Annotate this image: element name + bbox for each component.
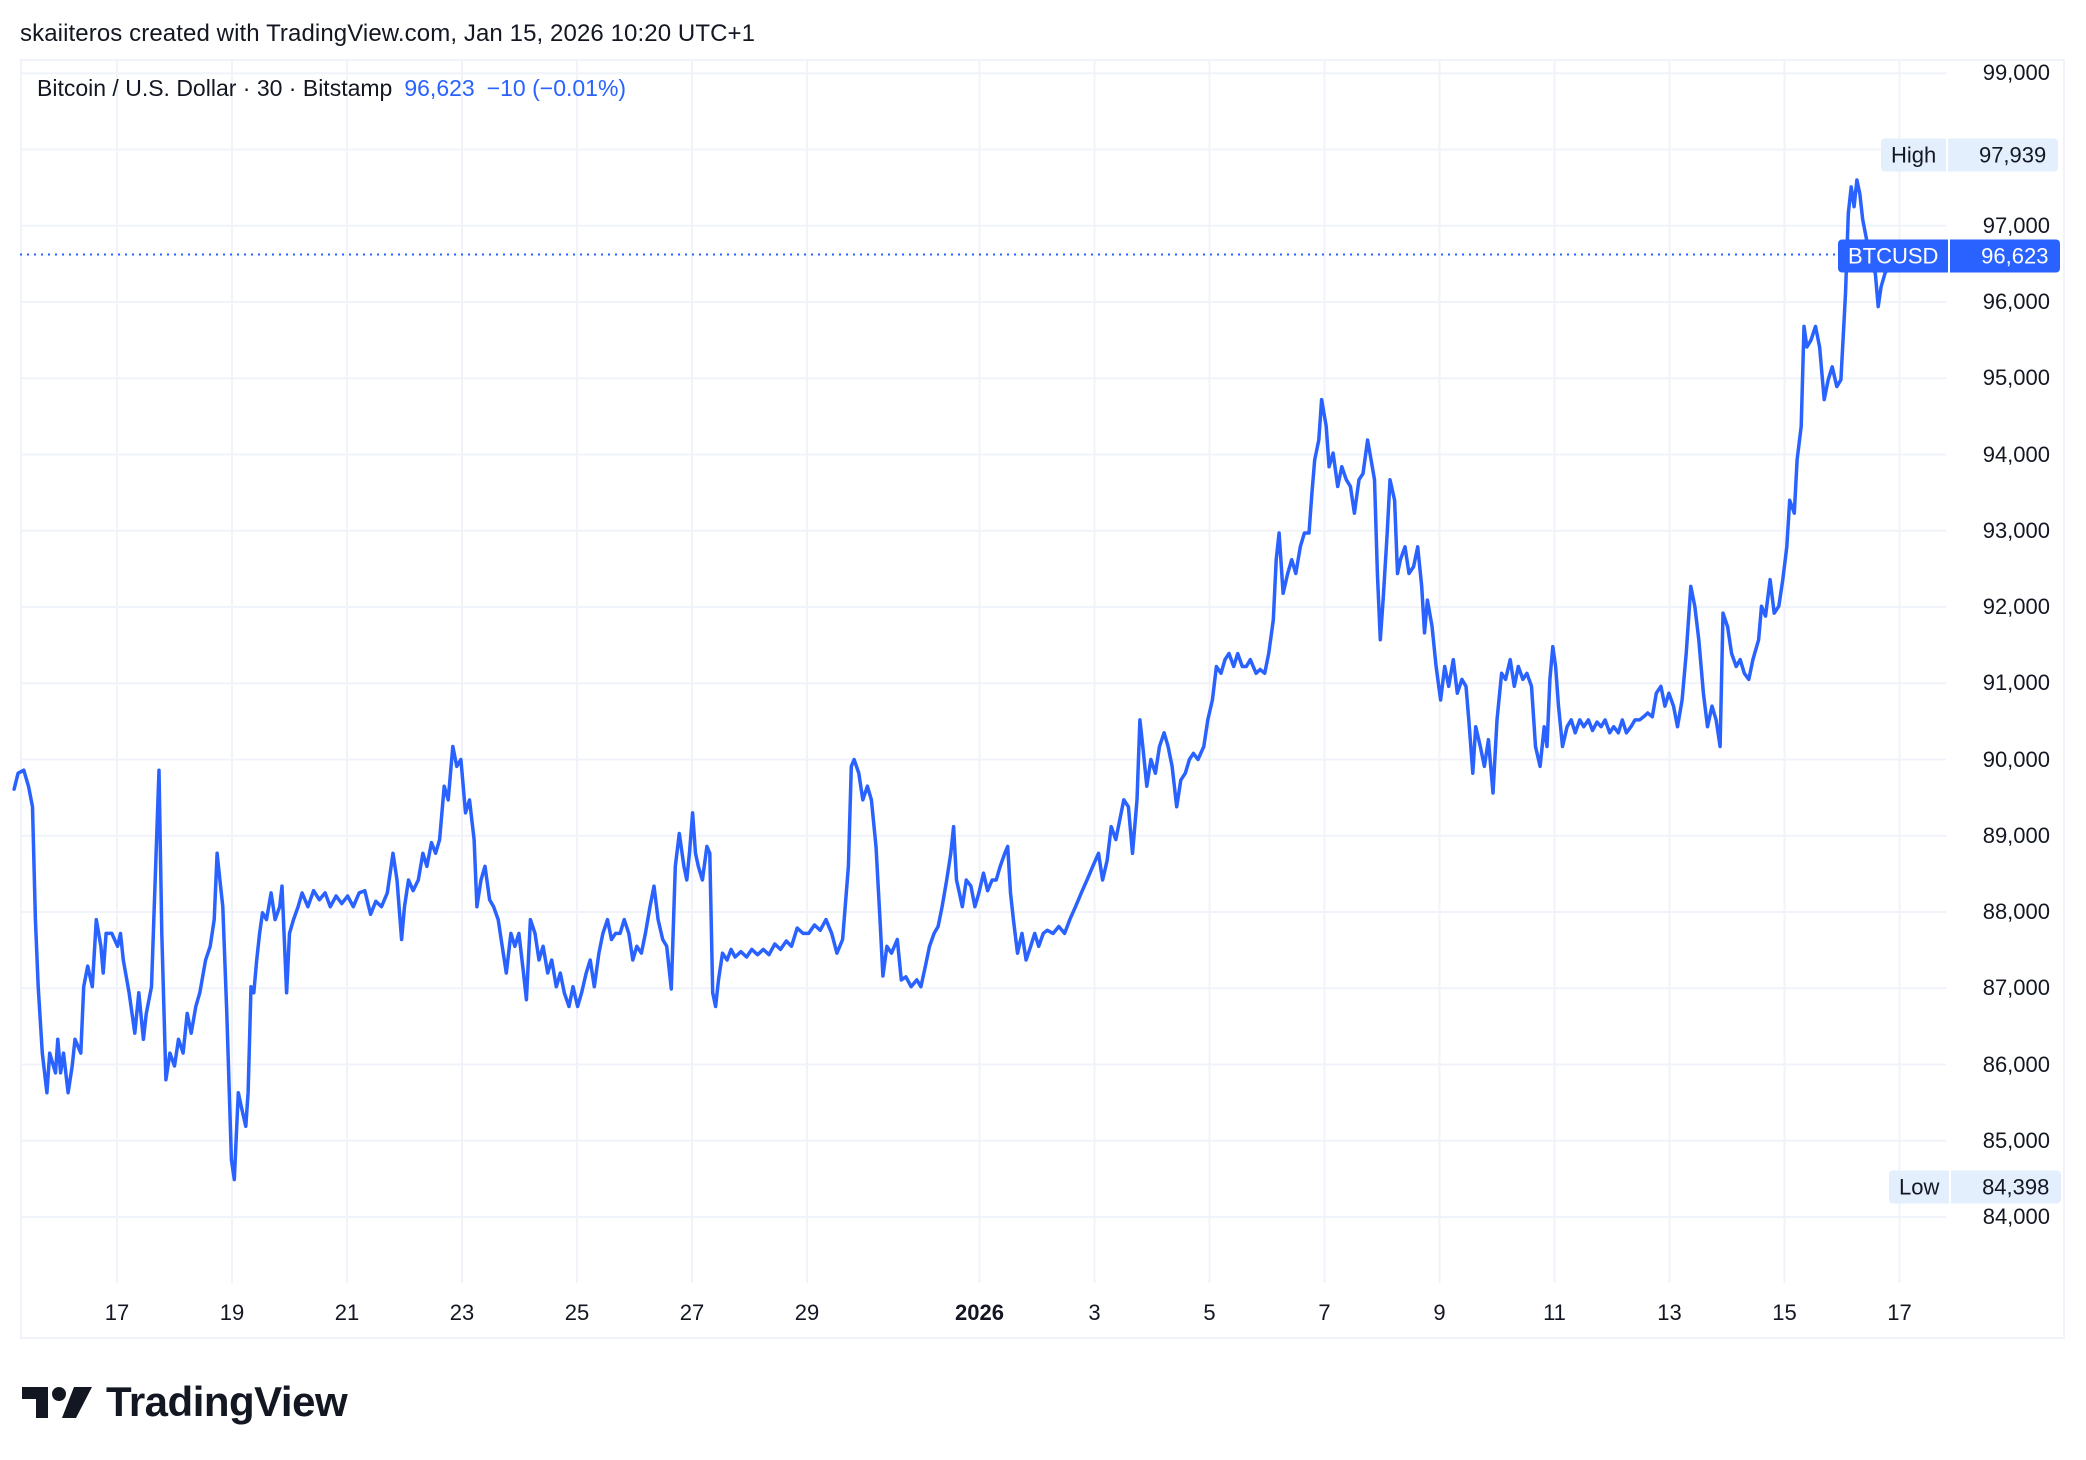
- time-tick-label: 15: [1772, 1300, 1797, 1325]
- time-tick-label: 17: [1887, 1300, 1912, 1325]
- tradingview-mark-icon: [22, 1387, 92, 1418]
- time-tick-label: 2026: [955, 1300, 1004, 1325]
- time-tick-label: 19: [219, 1300, 245, 1325]
- tradingview-logo[interactable]: TradingView: [22, 1378, 348, 1426]
- time-tick-label: 7: [1318, 1300, 1331, 1325]
- price-tick-label: 94,000: [1982, 441, 2050, 467]
- chart-frame[interactable]: [20, 59, 2065, 1339]
- symbol-description: Bitcoin / U.S. Dollar · 30 · Bitstamp: [37, 75, 393, 101]
- high-price-tag: High 97,939: [1881, 138, 2059, 172]
- low-tag-label: Low: [1889, 1170, 1950, 1204]
- chart-legend: Bitcoin / U.S. Dollar · 30 · Bitstamp 96…: [37, 75, 626, 102]
- price-tick-label: 99,000: [1982, 60, 2050, 86]
- price-tick-label: 88,000: [1982, 899, 2050, 924]
- current-tag-label: BTCUSD: [1838, 239, 1949, 273]
- price-tick-label: 87,000: [1982, 975, 2050, 1001]
- price-tick-label: 96,000: [1982, 289, 2050, 314]
- time-tick-label: 25: [564, 1300, 590, 1325]
- last-price-value: 96,623: [404, 75, 475, 101]
- low-tag-value: 84,398: [1951, 1170, 2062, 1204]
- price-tick-label: 85,000: [1982, 1127, 2050, 1153]
- price-tick-label: 92,000: [1982, 594, 2050, 619]
- high-tag-value: 97,939: [1948, 138, 2059, 172]
- time-tick-label: 3: [1088, 1300, 1101, 1325]
- time-tick-label: 5: [1203, 1300, 1216, 1325]
- current-tag-value: 96,623: [1950, 239, 2061, 273]
- tradingview-wordmark: TradingView: [106, 1378, 348, 1425]
- high-tag-label: High: [1881, 138, 1947, 172]
- price-tick-label: 93,000: [1982, 517, 2050, 543]
- price-tick-label: 95,000: [1982, 365, 2050, 391]
- time-tick-label: 9: [1433, 1300, 1446, 1325]
- current-price-tag: BTCUSD 96,623: [1838, 239, 2061, 273]
- low-price-tag: Low 84,398: [1889, 1170, 2062, 1204]
- time-tick-label: 21: [334, 1300, 360, 1325]
- price-tick-label: 86,000: [1982, 1051, 2050, 1077]
- grid-lines: [20, 60, 1946, 1283]
- price-series-line: [12, 178, 1896, 1182]
- time-tick-label: 11: [1543, 1300, 1566, 1325]
- price-change-value: −10 (−0.01%): [486, 75, 627, 101]
- price-tick-label: 89,000: [1982, 822, 2050, 848]
- time-tick-label: 23: [449, 1300, 475, 1325]
- time-tick-label: 13: [1657, 1300, 1682, 1325]
- time-tick-label: 17: [104, 1300, 130, 1325]
- price-tick-label: 97,000: [1982, 212, 2050, 238]
- price-tick-label: 84,000: [1982, 1204, 2050, 1229]
- price-tick-label: 91,000: [1982, 670, 2050, 696]
- price-tick-label: 90,000: [1982, 746, 2050, 772]
- attribution-text: skaiiteros created with TradingView.com,…: [20, 20, 756, 47]
- time-tick-label: 29: [794, 1300, 820, 1325]
- time-tick-label: 27: [679, 1300, 705, 1325]
